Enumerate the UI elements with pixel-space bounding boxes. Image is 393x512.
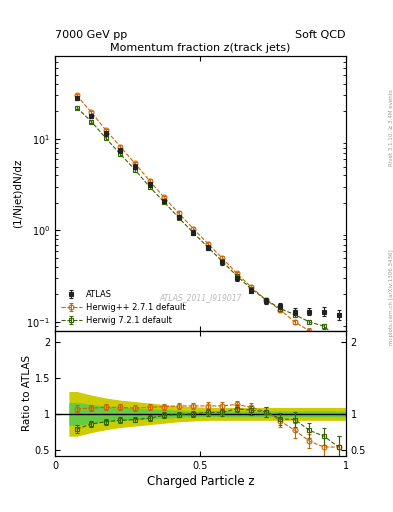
Text: 7000 GeV pp: 7000 GeV pp — [55, 30, 127, 40]
Text: ATLAS_2011_I919017: ATLAS_2011_I919017 — [159, 293, 242, 303]
Y-axis label: Ratio to ATLAS: Ratio to ATLAS — [22, 355, 32, 431]
Title: Momentum fraction z(track jets): Momentum fraction z(track jets) — [110, 43, 290, 53]
Text: Rivet 3.1.10, ≥ 3.4M events: Rivet 3.1.10, ≥ 3.4M events — [389, 90, 393, 166]
Y-axis label: (1/Njet)dN/dz: (1/Njet)dN/dz — [13, 159, 24, 228]
Text: Soft QCD: Soft QCD — [296, 30, 346, 40]
Legend: ATLAS, Herwig++ 2.7.1 default, Herwig 7.2.1 default: ATLAS, Herwig++ 2.7.1 default, Herwig 7.… — [59, 288, 187, 327]
X-axis label: Charged Particle z: Charged Particle z — [147, 475, 254, 488]
Text: mcplots.cern.ch [arXiv:1306.3436]: mcplots.cern.ch [arXiv:1306.3436] — [389, 249, 393, 345]
